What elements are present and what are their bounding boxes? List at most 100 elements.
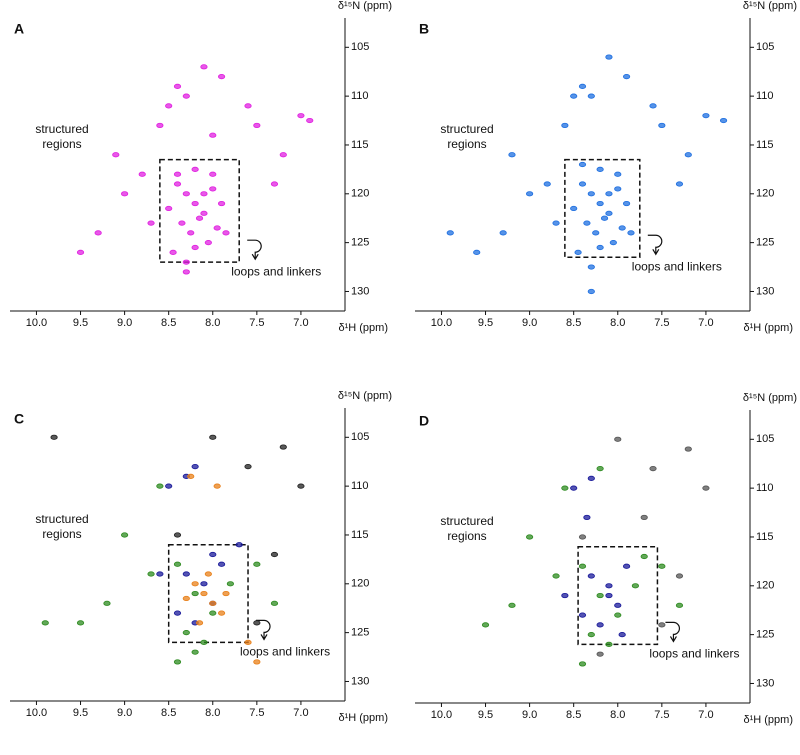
peak <box>605 641 613 647</box>
peak <box>156 483 164 489</box>
region-label: regions <box>42 527 81 541</box>
peak <box>583 514 591 521</box>
peak <box>182 269 190 275</box>
x-axis-label: δ¹H (ppm) <box>338 712 388 724</box>
peak <box>605 191 613 197</box>
peak <box>217 74 226 80</box>
peak <box>578 161 587 168</box>
x-tick-label: 9.5 <box>73 707 88 719</box>
peak <box>147 571 155 577</box>
peak <box>297 483 305 489</box>
y-tick-label: 125 <box>351 627 369 639</box>
peak <box>596 592 604 599</box>
peak <box>446 230 454 236</box>
peak <box>50 434 58 440</box>
y-tick-label: 110 <box>756 90 774 102</box>
peak <box>658 563 666 569</box>
peak <box>297 113 305 119</box>
peak <box>719 117 728 124</box>
peak <box>279 152 287 158</box>
x-tick-label: 8.0 <box>610 709 625 721</box>
x-tick-label: 8.5 <box>161 707 176 719</box>
x-axis-label: δ¹H (ppm) <box>743 322 793 334</box>
peak <box>614 186 622 192</box>
peak <box>578 83 587 89</box>
peak <box>165 205 173 212</box>
peak <box>658 122 666 129</box>
peak <box>187 473 195 479</box>
peak <box>618 632 626 638</box>
peak <box>121 532 129 538</box>
peak <box>640 553 648 560</box>
peak <box>195 620 204 626</box>
peak <box>235 542 243 548</box>
peak <box>195 215 204 221</box>
x-tick-label: 8.5 <box>161 317 176 329</box>
peak <box>178 220 186 226</box>
highlight-box <box>167 543 249 644</box>
peak <box>138 171 146 177</box>
arrow <box>256 619 271 641</box>
peak <box>684 152 692 158</box>
peak <box>618 225 626 231</box>
x-tick-label: 7.0 <box>293 707 308 719</box>
peak <box>578 661 587 667</box>
peak <box>499 230 507 236</box>
arrow <box>665 621 681 643</box>
x-tick-label: 9.0 <box>117 317 132 329</box>
region-label: regions <box>447 137 486 151</box>
x-tick-label: 7.0 <box>293 317 308 329</box>
peak <box>574 249 582 255</box>
y-tick-label: 130 <box>756 677 774 689</box>
y-axis-label: δ¹⁵N (ppm) <box>338 390 392 402</box>
peak <box>173 181 182 187</box>
x-tick-label: 10.0 <box>431 709 452 721</box>
peak <box>173 171 182 177</box>
y-tick-label: 120 <box>756 188 774 200</box>
peak <box>156 122 164 129</box>
peak <box>526 534 534 540</box>
peak <box>587 264 595 270</box>
x-tick-label: 9.0 <box>117 707 132 719</box>
x-tick-label: 8.5 <box>566 317 581 329</box>
y-tick-label: 110 <box>756 482 774 494</box>
peak <box>213 483 221 489</box>
peak <box>592 230 600 236</box>
peak <box>270 551 279 558</box>
peak <box>587 475 595 481</box>
peak <box>481 622 490 628</box>
x-tick-label: 7.0 <box>698 709 713 721</box>
peak <box>173 532 182 538</box>
y-tick-label: 105 <box>756 433 774 445</box>
peak <box>578 181 587 187</box>
peak <box>213 225 221 231</box>
peak <box>583 220 591 226</box>
x-tick-label: 8.0 <box>610 317 625 329</box>
peak <box>41 620 49 626</box>
peak <box>173 83 182 89</box>
peak <box>508 152 516 158</box>
peak <box>596 651 604 657</box>
y-tick-label: 110 <box>351 90 369 102</box>
peak <box>209 132 217 138</box>
peak <box>182 93 190 99</box>
x-tick-label: 8.0 <box>205 707 220 719</box>
y-axis-label: δ¹⁵N (ppm) <box>338 0 392 12</box>
peak <box>596 166 604 172</box>
box-label: loops and linkers <box>231 264 321 278</box>
peak <box>552 573 560 579</box>
highlight-box <box>159 158 240 263</box>
peak <box>649 466 657 472</box>
peak <box>253 561 261 567</box>
peak <box>578 534 587 540</box>
y-axis-label: δ¹⁵N (ppm) <box>743 0 797 12</box>
peak <box>191 590 199 597</box>
peak <box>191 649 199 655</box>
peak <box>622 563 631 569</box>
peak <box>156 571 164 577</box>
peak <box>543 181 551 187</box>
peak <box>165 483 173 489</box>
peak <box>182 259 190 265</box>
peak <box>622 74 631 80</box>
x-tick-label: 8.0 <box>205 317 220 329</box>
